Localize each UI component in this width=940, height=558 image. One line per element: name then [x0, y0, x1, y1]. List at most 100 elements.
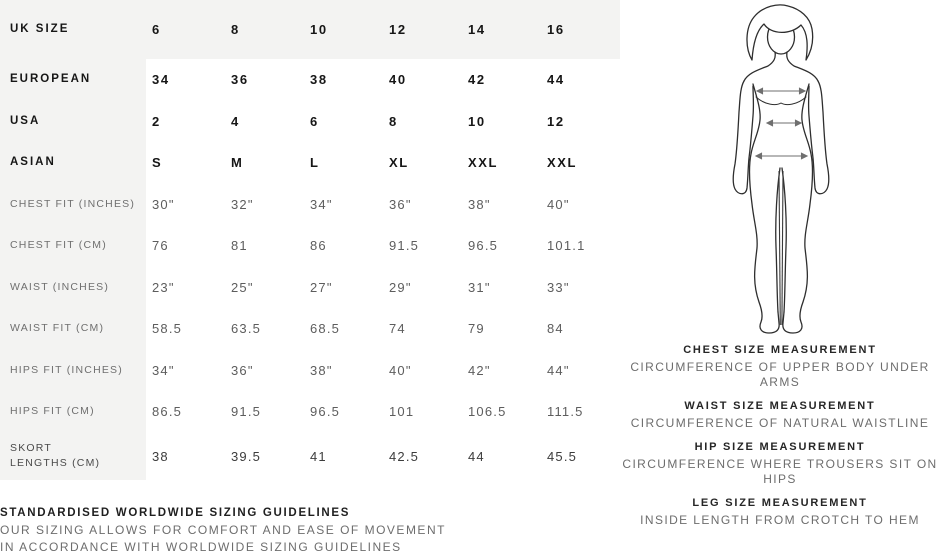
row-label: CHEST FIT (CM): [0, 225, 146, 267]
neck-shoulder-left: [743, 51, 776, 82]
row-label: EUROPEAN: [0, 59, 146, 101]
size-cell: 16: [547, 22, 565, 37]
size-cell: 101.1: [547, 238, 586, 254]
size-cell: 42.5: [389, 448, 420, 464]
measurement-title: WAIST SIZE MEASUREMENT: [684, 400, 876, 412]
size-cell: 36": [231, 362, 254, 378]
arm-right: [807, 80, 830, 195]
torso-leg-right: [782, 83, 814, 334]
measurement-description: CIRCUMFERENCE OF UPPER BODY UNDER ARMS: [630, 360, 930, 389]
size-cell: 2: [152, 113, 161, 129]
size-cell: 42: [468, 72, 486, 88]
row-label: WAIST FIT (CM): [0, 308, 146, 350]
row-label: HIPS FIT (INCHES): [0, 349, 146, 391]
size-cell: 44": [547, 362, 570, 378]
size-cell: 63.5: [231, 321, 262, 337]
size-cell: 10: [310, 22, 328, 37]
waist-measure-arrow: [765, 119, 803, 127]
table-row: HIPS FIT (INCHES) 34" 36" 38" 40" 42" 44…: [0, 349, 620, 391]
size-cell: 38": [468, 196, 491, 212]
size-cell: 91.5: [389, 238, 420, 254]
size-cell: 12: [389, 22, 407, 37]
row-label: ASIAN: [0, 142, 146, 184]
size-cell: 44: [547, 72, 565, 88]
size-cell: 14: [468, 22, 486, 37]
size-cell: M: [231, 155, 244, 171]
measurement-description: CIRCUMFERENCE WHERE TROUSERS SIT ON HIPS: [622, 457, 938, 486]
size-cell: 45.5: [547, 448, 578, 464]
size-cell: XXL: [468, 155, 499, 171]
size-cell: 27": [310, 279, 333, 295]
measurement-legend: CHEST SIZE MEASUREMENT CIRCUMFERENCE OF …: [620, 344, 940, 538]
size-cell: 42": [468, 362, 491, 378]
table-row: USA 2 4 6 8 10 12: [0, 100, 620, 142]
table-row: ASIAN S M L XL XXL XXL: [0, 142, 620, 184]
size-cell: XXL: [547, 155, 578, 171]
table-row: UK SIZE 6 8 10 12 14 16: [0, 0, 620, 59]
size-cell: 76: [152, 238, 169, 254]
size-cell: 38: [310, 72, 328, 88]
table-row: WAIST FIT (CM) 58.5 63.5 68.5 74 79 84: [0, 308, 620, 350]
size-cell: 38: [152, 448, 169, 464]
size-cell: 32": [231, 196, 254, 212]
row-label: HIPS FIT (CM): [0, 391, 146, 433]
size-cell: 106.5: [468, 404, 507, 420]
row-label: SKORT LENGTHS (CM): [0, 432, 146, 480]
footer-line-2: OUR SIZING ALLOWS FOR COMFORT AND EASE O…: [0, 523, 446, 537]
size-cell: 34: [152, 72, 170, 88]
size-cell: 10: [468, 113, 486, 129]
size-cell: 6: [310, 113, 319, 129]
size-cell: 8: [231, 22, 240, 37]
size-cell: 30": [152, 196, 175, 212]
measurement-title: LEG SIZE MEASUREMENT: [692, 497, 868, 509]
inner-leg-left: [775, 167, 781, 313]
size-cell: 34": [152, 362, 175, 378]
row-label: USA: [0, 100, 146, 142]
row-label: UK SIZE: [10, 23, 70, 35]
size-cell: 25": [231, 279, 254, 295]
size-cell: 84: [547, 321, 564, 337]
measurement-title: HIP SIZE MEASUREMENT: [694, 441, 866, 453]
size-cell: 4: [231, 113, 240, 129]
size-cell: 81: [231, 238, 248, 254]
table-row: SKORT LENGTHS (CM) 38 39.5 41 42.5 44 45…: [0, 432, 620, 480]
table-row: CHEST FIT (INCHES) 30" 32" 34" 36" 38" 4…: [0, 183, 620, 225]
bust-curve: [755, 96, 807, 106]
size-cell: 36": [389, 196, 412, 212]
size-cell: 29": [389, 279, 412, 295]
leg-measure-line: [778, 170, 784, 326]
size-cell: 111.5: [547, 404, 584, 420]
size-cell: 40": [547, 196, 570, 212]
table-row: HIPS FIT (CM) 86.5 91.5 96.5 101 106.5 1…: [0, 391, 620, 433]
chest-measure-arrow: [755, 87, 807, 95]
measurement-title: CHEST SIZE MEASUREMENT: [683, 344, 877, 356]
table-row: CHEST FIT (CM) 76 81 86 91.5 96.5 101.1: [0, 225, 620, 267]
size-cell: 34": [310, 196, 333, 212]
size-cell: 31": [468, 279, 491, 295]
torso-leg-left: [748, 83, 780, 334]
arm-left: [732, 80, 755, 195]
neck-shoulder-right: [786, 51, 819, 82]
size-cell: 91.5: [231, 404, 262, 420]
size-cell: 101: [389, 404, 415, 420]
measurement-description: CIRCUMFERENCE OF NATURAL WAISTLINE: [630, 416, 930, 430]
size-cell: 6: [152, 22, 161, 37]
row-label: CHEST FIT (INCHES): [0, 183, 146, 225]
footer-line-3: IN ACCORDANCE WITH WORLDWIDE SIZING GUID…: [0, 540, 402, 554]
size-cell: 74: [389, 321, 406, 337]
size-cell: 36: [231, 72, 249, 88]
size-cell: 41: [310, 448, 327, 464]
size-cell: 96.5: [468, 238, 499, 254]
size-cell: 38": [310, 362, 333, 378]
size-cell: 40: [389, 72, 407, 88]
size-table: UK SIZE 6 8 10 12 14 16 EUROPEAN 34 36 3…: [0, 0, 620, 480]
size-cell: 86: [310, 238, 327, 254]
size-cell: 68.5: [310, 321, 341, 337]
size-cell: L: [310, 155, 320, 171]
size-cell: 40": [389, 362, 412, 378]
size-cell: 23": [152, 279, 175, 295]
table-row: EUROPEAN 34 36 38 40 42 44: [0, 59, 620, 101]
size-cell: 58.5: [152, 321, 183, 337]
hip-measure-arrow: [754, 152, 809, 160]
